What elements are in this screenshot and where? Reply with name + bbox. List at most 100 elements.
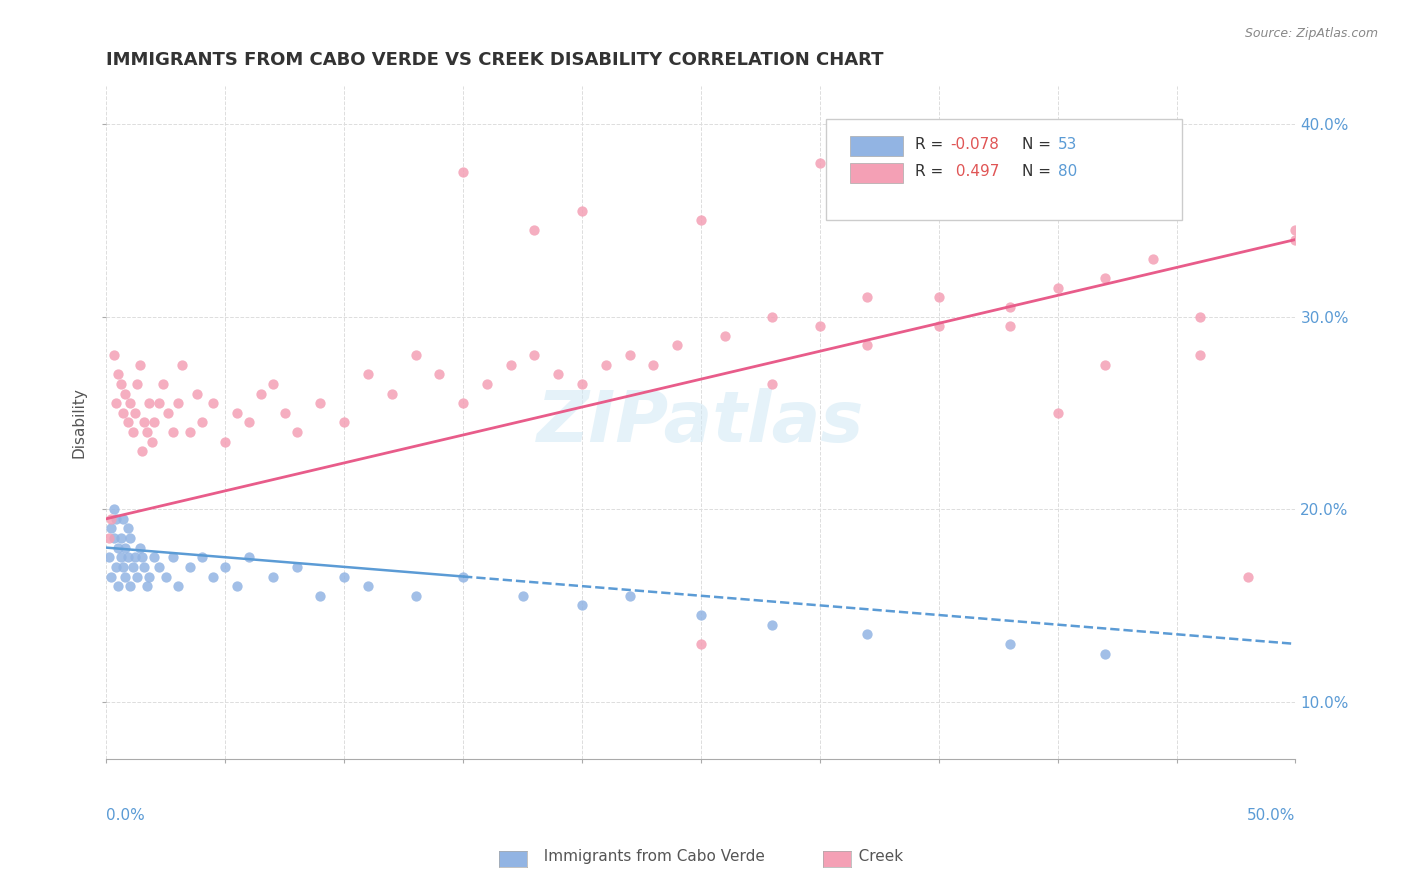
Point — [202, 569, 225, 583]
Point — [134, 416, 156, 430]
Point — [162, 425, 184, 439]
Point — [107, 368, 129, 382]
Point — [214, 434, 236, 449]
Point — [619, 589, 641, 603]
Point — [381, 386, 404, 401]
Point — [226, 406, 249, 420]
Point — [97, 531, 120, 545]
Y-axis label: Disability: Disability — [72, 387, 86, 458]
Point — [179, 560, 201, 574]
Text: -0.078: -0.078 — [950, 137, 1000, 153]
Point — [152, 376, 174, 391]
Point — [1046, 281, 1069, 295]
Text: ZIPatlas: ZIPatlas — [537, 388, 865, 457]
Point — [571, 376, 593, 391]
Point — [114, 386, 136, 401]
Point — [238, 416, 260, 430]
Text: 0.497: 0.497 — [950, 164, 1000, 179]
Point — [131, 550, 153, 565]
Point — [690, 637, 713, 651]
Point — [190, 416, 212, 430]
Point — [117, 521, 139, 535]
Point — [128, 541, 150, 555]
Point — [127, 569, 149, 583]
Point — [285, 560, 308, 574]
Point — [808, 319, 831, 334]
Point — [138, 569, 160, 583]
Point — [172, 358, 194, 372]
Text: R =: R = — [915, 164, 948, 179]
Point — [761, 617, 783, 632]
Point — [499, 358, 522, 372]
Point — [120, 531, 142, 545]
Point — [856, 627, 879, 641]
Point — [928, 290, 950, 304]
Point — [179, 425, 201, 439]
Point — [117, 416, 139, 430]
Text: Source: ZipAtlas.com: Source: ZipAtlas.com — [1244, 27, 1378, 40]
Point — [114, 569, 136, 583]
Point — [134, 560, 156, 574]
Text: Immigrants from Cabo Verde: Immigrants from Cabo Verde — [534, 849, 765, 863]
Point — [104, 560, 127, 574]
Point — [571, 599, 593, 613]
Point — [523, 348, 546, 362]
Point — [1284, 223, 1306, 237]
Text: N =: N = — [1022, 164, 1056, 179]
Point — [357, 368, 380, 382]
Point — [333, 569, 356, 583]
Point — [124, 550, 146, 565]
Point — [285, 425, 308, 439]
Point — [117, 550, 139, 565]
Point — [135, 579, 157, 593]
Point — [309, 589, 332, 603]
Point — [808, 155, 831, 169]
Point — [100, 521, 122, 535]
Point — [998, 300, 1021, 314]
Point — [120, 396, 142, 410]
Point — [214, 560, 236, 574]
Point — [571, 203, 593, 218]
Point — [110, 531, 132, 545]
Point — [1237, 569, 1260, 583]
Text: Creek: Creek — [844, 849, 903, 863]
Point — [112, 406, 135, 420]
Point — [1094, 203, 1116, 218]
Point — [107, 579, 129, 593]
Point — [512, 589, 534, 603]
Text: IMMIGRANTS FROM CABO VERDE VS CREEK DISABILITY CORRELATION CHART: IMMIGRANTS FROM CABO VERDE VS CREEK DISA… — [107, 51, 884, 69]
Point — [262, 376, 284, 391]
Point — [643, 358, 665, 372]
Point — [547, 368, 569, 382]
Point — [138, 396, 160, 410]
Point — [103, 502, 125, 516]
Text: 80: 80 — [1057, 164, 1077, 179]
Point — [148, 396, 170, 410]
Point — [595, 358, 617, 372]
Point — [107, 541, 129, 555]
Point — [148, 560, 170, 574]
Point — [202, 396, 225, 410]
Text: 53: 53 — [1057, 137, 1077, 153]
Point — [103, 348, 125, 362]
Point — [451, 396, 474, 410]
Point — [761, 376, 783, 391]
Point — [121, 560, 143, 574]
Point — [1142, 252, 1164, 266]
Point — [124, 406, 146, 420]
Point — [928, 319, 950, 334]
Point — [112, 560, 135, 574]
Point — [162, 550, 184, 565]
Point — [405, 348, 427, 362]
Point — [856, 338, 879, 352]
Point — [856, 290, 879, 304]
Point — [998, 319, 1021, 334]
Point — [262, 569, 284, 583]
Point — [110, 550, 132, 565]
Point — [135, 425, 157, 439]
Point — [127, 376, 149, 391]
Point — [405, 589, 427, 603]
Point — [1046, 406, 1069, 420]
FancyBboxPatch shape — [849, 163, 903, 183]
FancyBboxPatch shape — [849, 136, 903, 156]
